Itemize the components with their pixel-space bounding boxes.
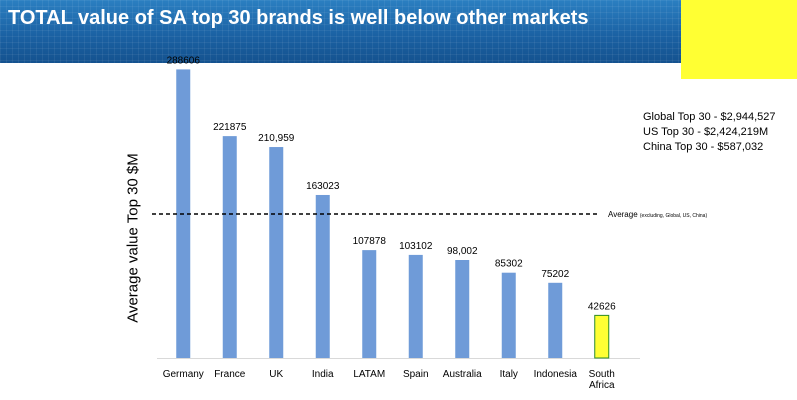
category-label-latam: LATAM bbox=[353, 369, 385, 380]
data-label-italy: 85302 bbox=[495, 259, 523, 270]
bar-france bbox=[222, 136, 237, 358]
data-label-indonesia: 75202 bbox=[541, 269, 569, 280]
category-label-germany: Germany bbox=[163, 369, 204, 380]
data-label-australia: 98,002 bbox=[447, 246, 478, 257]
data-label-uk: 210,959 bbox=[258, 133, 295, 144]
bar-spain bbox=[408, 254, 423, 358]
category-label-uk: UK bbox=[269, 369, 283, 380]
category-label-france: France bbox=[214, 369, 246, 380]
data-label-germany: 288606 bbox=[167, 55, 201, 66]
bar-latam bbox=[362, 250, 377, 358]
data-label-spain: 103102 bbox=[399, 241, 433, 252]
page-title: TOTAL value of SA top 30 brands is well … bbox=[8, 7, 589, 29]
note-global-top30: Global Top 30 - $2,944,527 bbox=[643, 111, 776, 123]
banner-grid-texture bbox=[0, 0, 797, 63]
bar-uk bbox=[269, 147, 284, 358]
data-label-france: 221875 bbox=[213, 122, 247, 133]
bar-india bbox=[315, 194, 330, 358]
category-label-indonesia: Indonesia bbox=[534, 369, 578, 380]
data-label-india: 163023 bbox=[306, 181, 340, 192]
average-line-label: Average (excluding, Global, US, China) bbox=[608, 210, 707, 219]
average-label-note: (excluding, Global, US, China) bbox=[640, 213, 708, 219]
data-label-latam: 107878 bbox=[353, 236, 387, 247]
category-label-italy: Italy bbox=[500, 369, 518, 380]
note-us-top30: US Top 30 - $2,424,219M bbox=[643, 126, 769, 138]
yellow-highlight-box bbox=[681, 0, 797, 79]
note-china-top30: China Top 30 - $587,032 bbox=[643, 141, 764, 153]
average-label-main: Average bbox=[608, 210, 640, 219]
category-label-south-africa-line2: Africa bbox=[589, 380, 615, 391]
bar-australia bbox=[455, 259, 470, 358]
category-label-south-africa-line1: South bbox=[589, 369, 615, 380]
bar-indonesia bbox=[548, 282, 563, 358]
bar-italy bbox=[501, 272, 516, 358]
bar-south-africa bbox=[594, 314, 610, 359]
title-banner: TOTAL value of SA top 30 brands is well … bbox=[0, 0, 797, 63]
data-label-south-africa: 42626 bbox=[588, 301, 616, 312]
category-label-australia: Australia bbox=[443, 369, 482, 380]
category-label-spain: Spain bbox=[403, 369, 429, 380]
category-label-india: India bbox=[312, 369, 334, 380]
